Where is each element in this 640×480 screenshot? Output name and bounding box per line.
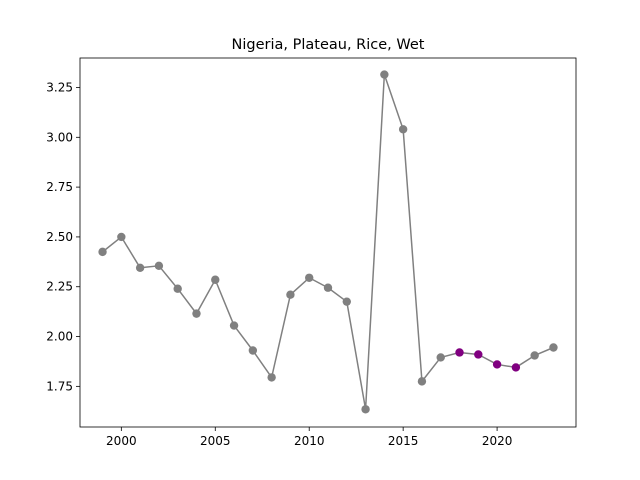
x-tick-label: 2015 [388,434,419,448]
x-tick-label: 2020 [482,434,513,448]
y-tick-label: 2.50 [46,230,73,244]
data-point [117,232,126,242]
x-tick-label: 2000 [106,434,137,448]
data-point [229,321,239,330]
data-point [436,353,445,362]
data-point [154,261,164,271]
data-point [192,309,201,318]
data-point [98,247,107,257]
x-tick-label: 2010 [294,434,325,448]
data-point [267,373,276,382]
data-point [135,263,145,273]
data-point [398,125,408,134]
chart-title: Nigeria, Plateau, Rice, Wet [232,37,425,53]
data-point [173,284,182,293]
x-tick-label: 2005 [200,434,231,448]
data-point [492,360,502,369]
data-point [323,283,333,292]
y-tick-label: 2.00 [46,330,73,344]
y-tick-label: 2.75 [46,180,73,194]
y-tick-label: 2.25 [46,280,73,294]
y-tick-label: 3.00 [46,130,73,144]
data-point [248,346,258,355]
data-point [286,290,295,299]
data-point [530,351,539,360]
data-point [511,363,521,372]
data-point [474,350,483,359]
axes-frame [79,57,577,428]
plot-area: 2000 2005 2010 2015 2020 1.75 2.00 2.25 2.50 2.75… [46,70,558,448]
data-point [417,377,427,386]
data-point [211,275,220,284]
y-tick-label: 1.75 [46,379,73,393]
data-point [361,405,370,414]
data-point [455,348,464,357]
data-point [342,297,351,306]
y-tick-label: 3.25 [46,80,73,94]
data-point [549,343,558,352]
data-point [305,273,314,282]
data-point [380,70,389,79]
